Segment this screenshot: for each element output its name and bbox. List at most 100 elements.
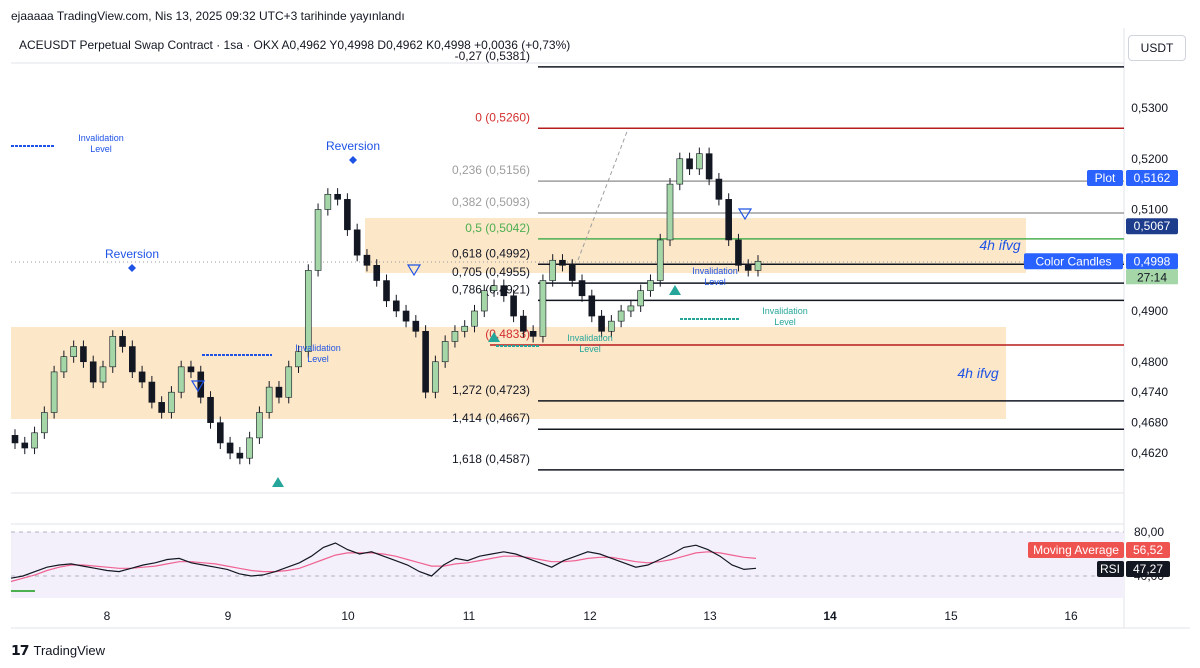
candle-body: [637, 290, 644, 307]
candle-body: [41, 412, 48, 434]
candle-body: [539, 280, 547, 337]
time-tick-label: 8: [104, 609, 111, 623]
candle-body: [412, 320, 420, 332]
publisher-line: ejaaaaa TradingView.com, Nis 13, 2025 09…: [11, 9, 405, 23]
countdown-label: 27:14: [1137, 270, 1167, 284]
candle-body: [490, 285, 498, 291]
time-tick-label: 11: [463, 609, 476, 623]
candle-body: [686, 158, 693, 170]
candle-body: [256, 412, 263, 439]
candle-body: [392, 300, 400, 312]
price-tick-label: 0,4620: [1131, 446, 1168, 460]
rsi-line: [10, 542, 757, 579]
candle-body: [666, 183, 674, 241]
candle-body: [99, 366, 107, 383]
price-tick-label: 0,5300: [1131, 101, 1168, 115]
indicator-name-label: Color Candles: [1035, 254, 1111, 268]
countdown-badge: [1126, 269, 1178, 285]
candle-body: [422, 330, 429, 393]
candle-body: [275, 386, 283, 398]
indicator-name-badge: [1087, 170, 1123, 187]
candle-body: [617, 310, 625, 322]
candle-body: [588, 295, 596, 317]
time-tick-label: 12: [583, 609, 597, 623]
candle-body: [676, 158, 684, 185]
candle-body: [70, 346, 77, 357]
currency-button[interactable]: USDT: [1128, 35, 1186, 61]
candle-body: [295, 351, 302, 368]
buy-triangle-icon: [488, 332, 500, 342]
price-tick-label: 0,4740: [1131, 385, 1168, 399]
brand-name: TradingView: [33, 643, 106, 658]
candle-body: [754, 260, 762, 271]
invalidation-label: Invalidation: [692, 266, 738, 276]
candle-body: [353, 229, 361, 256]
invalidation-label: Level: [774, 317, 796, 327]
time-tick-label: 13: [703, 609, 717, 623]
invalidation-label: Invalidation: [567, 333, 613, 343]
candle-body: [217, 422, 224, 444]
sell-triangle-icon: [737, 208, 753, 221]
fib-level-label: 1,272 (0,4723): [452, 383, 530, 397]
invalidation-label: Invalidation: [78, 133, 124, 143]
candle-body: [89, 361, 97, 383]
price-badge: [1126, 170, 1178, 187]
invalidation-label: Invalidation: [295, 343, 341, 353]
candle-body: [21, 442, 29, 449]
candle-body: [559, 259, 566, 266]
candle-body: [207, 396, 214, 423]
candle-body: [735, 239, 742, 266]
candle-body: [373, 265, 381, 281]
candle-body: [324, 193, 332, 210]
candle-body: [529, 330, 537, 337]
candle-body: [60, 356, 68, 373]
ma-value-badge: [1126, 542, 1170, 558]
ifvg-zone: [11, 327, 1006, 419]
zone-label: 4h ifvg: [979, 237, 1020, 253]
indicator-name-badge: [1024, 253, 1123, 270]
rsi-band: [11, 532, 1124, 598]
price-tick-label: 0,4680: [1131, 416, 1168, 430]
candle-body: [246, 437, 253, 459]
reversion-marker-icon: [128, 264, 136, 272]
rsi-value-label: 47,27: [1133, 562, 1163, 576]
candle-body: [471, 310, 478, 327]
price-badge: [1126, 253, 1178, 270]
rsi-tick-label: 80,00: [1134, 525, 1164, 539]
price-badge-value: 0,5067: [1134, 219, 1171, 233]
indicator-name-label: Plot: [1095, 171, 1116, 185]
candle-body: [461, 325, 469, 332]
candle-body: [148, 381, 156, 403]
candle-body: [608, 320, 615, 332]
fib-level-label: 0,618 (0,4992): [452, 246, 530, 260]
candle-body: [647, 280, 654, 291]
fib-level-label: 0,382 (0,5093): [452, 195, 530, 209]
time-tick-label: 10: [341, 609, 355, 623]
fib-level-label: 0,705 (0,4955): [452, 265, 530, 279]
candle-body: [432, 361, 439, 393]
sell-triangle-icon: [406, 264, 422, 277]
candle-body: [363, 254, 371, 266]
tradingview-logo-icon: 𝟭𝟳: [11, 642, 30, 658]
candle-body: [549, 259, 556, 281]
candle-body: [31, 432, 38, 449]
candle-body: [725, 199, 732, 241]
candle-body: [383, 280, 390, 302]
candle-body: [236, 452, 244, 459]
candle-body: [568, 265, 576, 281]
zone-label: 4h ifvg: [957, 365, 998, 381]
candle-body: [656, 239, 664, 281]
candle-body: [744, 265, 752, 271]
candle-body: [304, 270, 312, 352]
rsi-name-label: RSI: [1100, 562, 1120, 576]
fib-level-label: 1,414 (0,4667): [452, 411, 530, 425]
time-tick-label: 14: [823, 609, 837, 623]
price-tick-label: 0,5100: [1131, 203, 1168, 217]
candle-body: [187, 366, 195, 373]
sell-triangle-icon: [190, 380, 206, 393]
fib-level-label: 0 (0,5260): [475, 110, 530, 124]
candle-body: [265, 386, 273, 413]
price-tick-label: 0,4900: [1131, 304, 1168, 318]
candle-body: [451, 330, 459, 342]
